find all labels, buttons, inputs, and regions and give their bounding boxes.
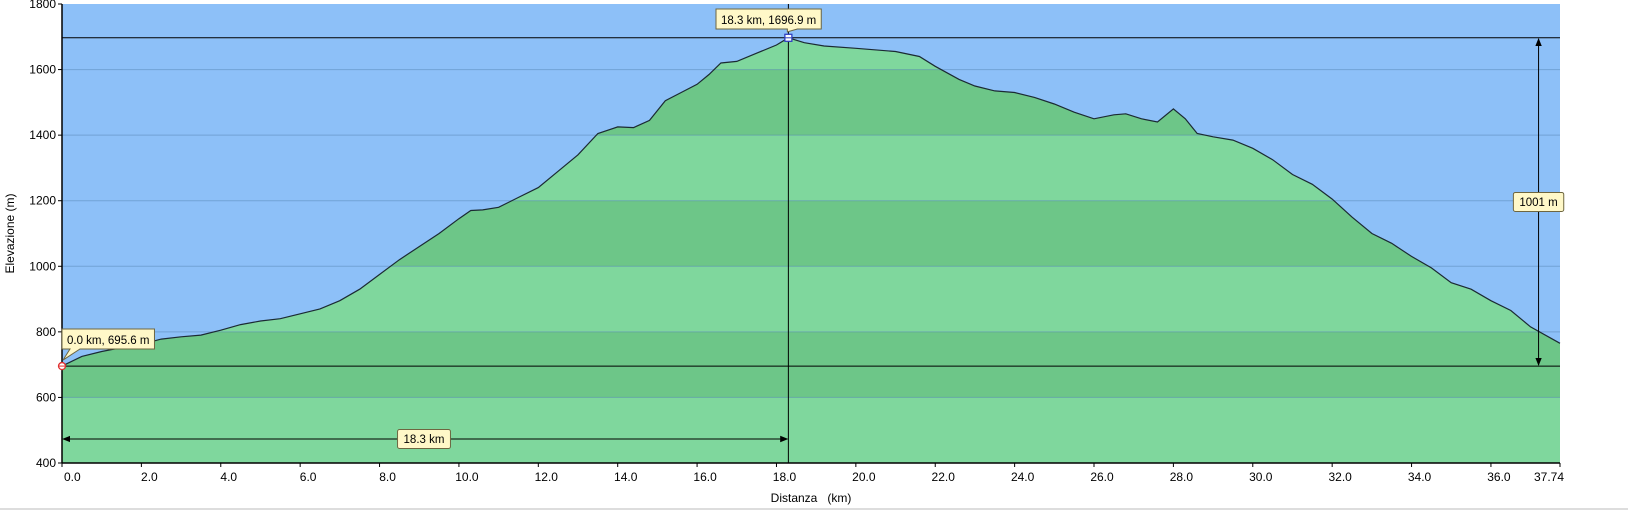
x-tick-label: 36.0	[1487, 470, 1511, 484]
max-callout-label: 18.3 km, 1696.9 m	[721, 15, 816, 27]
elevation-band	[596, 69, 1206, 136]
max-point-callout: 18.3 km, 1696.9 m	[715, 8, 822, 33]
start-point-callout: 0.0 km, 695.6 m	[61, 328, 155, 361]
gain-callout-box	[1512, 191, 1565, 212]
elevation-band	[390, 200, 1429, 267]
start-callout-label: 0.0 km, 695.6 m	[67, 335, 149, 347]
x-tick-label: 16.0	[693, 470, 717, 484]
y-tick-label: 1400	[29, 128, 56, 142]
x-tick-label: 37.74	[1534, 470, 1564, 484]
axes	[0, 4, 1628, 510]
elevation-band	[511, 135, 1334, 201]
distance-callout-label: 18.3 km	[404, 434, 445, 446]
elevation-line	[61, 37, 1561, 367]
elevation-band	[214, 266, 1540, 332]
x-tick-label: 26.0	[1090, 470, 1114, 484]
gain-callout-label: 1001 m	[1519, 197, 1557, 209]
distance-callout-box	[397, 429, 451, 449]
y-tick-label: 1000	[29, 259, 56, 273]
max-callout-box	[715, 8, 822, 33]
tick-labels: 400 600 800 1000 1200 1400 1600 1800 0.0 2.0 4.0 6.…	[29, 0, 1564, 484]
x-tick-label: 30.0	[1249, 470, 1273, 484]
x-tick-label: 8.0	[379, 470, 396, 484]
x-tick-label: 2.0	[141, 470, 158, 484]
x-tick-label: 20.0	[852, 470, 876, 484]
grid-lines	[62, 69, 1560, 398]
x-tick-label: 12.0	[535, 470, 559, 484]
start-callout-box	[61, 328, 155, 361]
y-axis-title: Elevazione (m)	[3, 193, 17, 273]
x-tick-label: 18.0	[773, 470, 797, 484]
x-axis-title: Distanza (km)	[771, 491, 852, 505]
x-tick-label: 28.0	[1170, 470, 1194, 484]
y-tick-label: 600	[36, 390, 56, 404]
y-tick-label: 1600	[29, 63, 56, 77]
x-tick-label: 0.0	[64, 470, 81, 484]
y-tick-label: 1800	[29, 0, 56, 11]
elevation-gain-callout: 1001 m	[1512, 191, 1565, 212]
x-tick-label: 34.0	[1408, 470, 1432, 484]
x-tick-label: 22.0	[932, 470, 956, 484]
y-tick-label: 1200	[29, 194, 56, 208]
x-tick-label: 32.0	[1328, 470, 1352, 484]
point-markers	[57, 33, 793, 371]
x-tick-label: 4.0	[220, 470, 237, 484]
distance-callout: 18.3 km	[397, 429, 451, 449]
x-tick-label: 14.0	[614, 470, 638, 484]
elevation-band	[714, 37, 942, 70]
x-tick-label: 24.0	[1011, 470, 1035, 484]
y-tick-label: 400	[36, 456, 56, 470]
y-tick-label: 800	[36, 325, 56, 339]
elevation-band	[62, 331, 1560, 398]
x-tick-label: 10.0	[455, 470, 479, 484]
area-fill	[62, 37, 1560, 463]
x-tick-label: 6.0	[300, 470, 317, 484]
